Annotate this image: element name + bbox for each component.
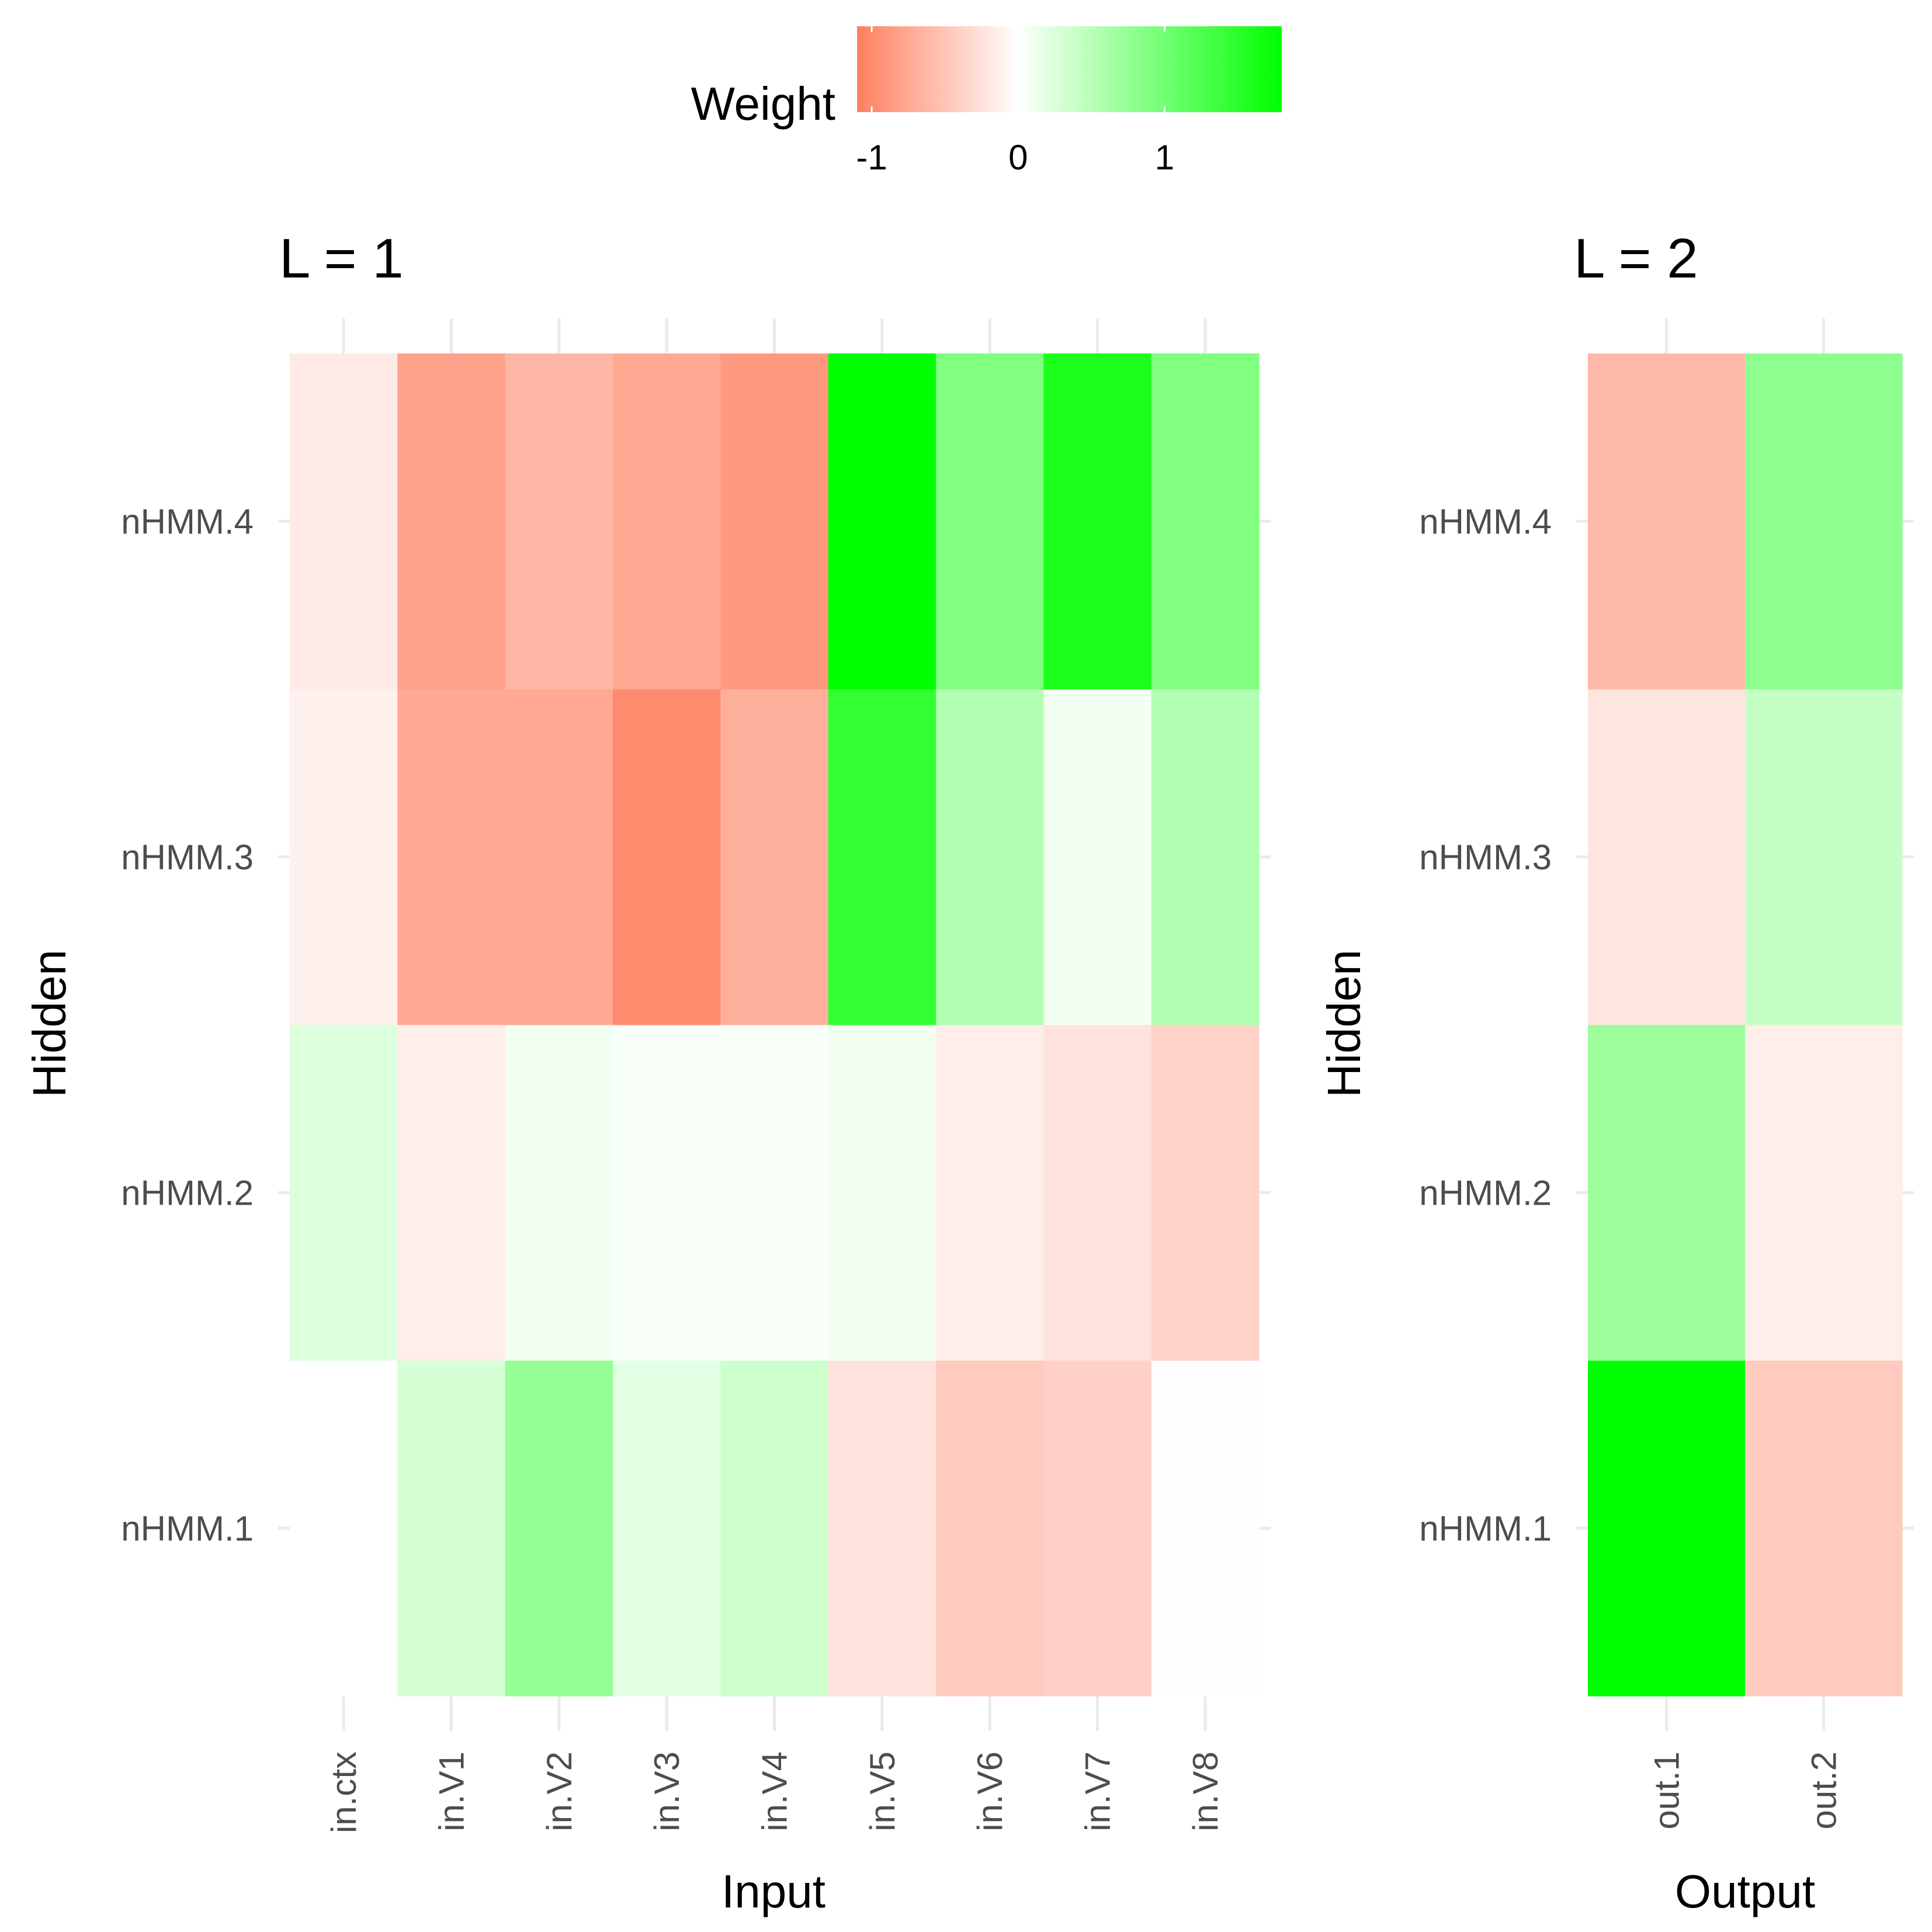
y-tick-label: nHMM.2: [121, 1173, 254, 1212]
heatmap-cell: [936, 1025, 1044, 1361]
heatmap-cells: [1588, 353, 1903, 1697]
y-tick-label: nHMM.1: [121, 1509, 254, 1548]
heatmap-cell: [720, 353, 829, 690]
y-tick-label: nHMM.4: [1419, 502, 1552, 541]
x-tick-label: in.V1: [432, 1751, 471, 1832]
x-tick-label: in.V8: [1186, 1751, 1225, 1832]
heatmap-cell: [505, 1025, 613, 1361]
heatmap-cell: [290, 1360, 398, 1697]
heatmap-cell: [1588, 1025, 1746, 1361]
heatmap-cell: [1043, 1025, 1152, 1361]
y-tick-label: nHMM.3: [121, 838, 254, 877]
legend-tick-label: 1: [1155, 138, 1174, 177]
x-tick-label: in.V2: [540, 1751, 579, 1832]
heatmap-cell: [1745, 689, 1903, 1025]
heatmap-cell: [936, 689, 1044, 1025]
heatmap-cell: [290, 689, 398, 1025]
heatmap-cell: [720, 1360, 829, 1697]
x-tick-label: in.V5: [863, 1751, 902, 1832]
x-tick-label: in.V6: [970, 1751, 1010, 1832]
legend-tick-label: 0: [1008, 138, 1028, 177]
y-axis-title: Hidden: [23, 949, 75, 1098]
heatmap-cell: [290, 353, 398, 690]
x-axis-title: Input: [722, 1865, 825, 1917]
x-tick-labels: in.ctx in.V1 in.V2 in.V3 in.V4 in.V5 in.V6 in.V…: [324, 1751, 1225, 1833]
x-tick-label: in.V7: [1078, 1751, 1118, 1832]
heatmap-cell: [613, 353, 721, 690]
heatmap-cell: [1745, 353, 1903, 690]
x-tick-label: out.1: [1647, 1751, 1687, 1829]
heatmap-cell: [1151, 1360, 1260, 1697]
heatmap-cell: [720, 689, 829, 1025]
legend-tick-label: -1: [856, 138, 887, 177]
heatmap-cell: [1043, 1360, 1152, 1697]
heatmap-cell: [720, 1025, 829, 1361]
heatmap-cell: [1151, 1025, 1260, 1361]
x-tick-label: in.ctx: [324, 1751, 363, 1833]
x-tick-label: out.2: [1805, 1751, 1844, 1829]
heatmap-cell: [397, 689, 506, 1025]
heatmap-cell: [397, 1360, 506, 1697]
heatmap-cell: [1588, 1360, 1746, 1697]
panel-title: L = 2: [1574, 227, 1698, 290]
heatmap-cell: [505, 689, 613, 1025]
heatmap-cell: [1151, 689, 1260, 1025]
heatmap-cell: [397, 1025, 506, 1361]
heatmap-cell: [936, 353, 1044, 690]
heatmap-cell: [505, 353, 613, 690]
x-tick-label: in.V4: [755, 1751, 795, 1832]
x-tick-labels: out.1 out.2: [1647, 1751, 1844, 1829]
legend-title: Weight: [691, 78, 835, 130]
heatmap-cell: [936, 1360, 1044, 1697]
heatmap-cell: [1043, 689, 1152, 1025]
y-tick-label: nHMM.1: [1419, 1509, 1552, 1548]
heatmap-cell: [828, 353, 936, 690]
heatmap-cells: [290, 353, 1260, 1697]
color-legend: Weight -1 0 1: [691, 26, 1282, 177]
heatmap-cell: [828, 1025, 936, 1361]
heatmap-cell: [397, 353, 506, 690]
heatmap-cell: [613, 1025, 721, 1361]
legend-ticks: -1 0 1: [856, 26, 1174, 177]
legend-colorbar: [857, 26, 1282, 112]
heatmap-cell: [613, 689, 721, 1025]
heatmap-cell: [613, 1360, 721, 1697]
x-axis-title: Output: [1675, 1865, 1815, 1917]
y-tick-labels: nHMM.1 nHMM.2 nHMM.3 nHMM.4: [121, 502, 254, 1548]
y-tick-label: nHMM.2: [1419, 1173, 1552, 1212]
heatmap-cell: [1745, 1360, 1903, 1697]
y-tick-label: nHMM.4: [121, 502, 254, 541]
heatmap-cell: [1151, 353, 1260, 690]
heatmap-cell: [1745, 1025, 1903, 1361]
heatmap-cell: [1588, 353, 1746, 690]
y-axis-title: Hidden: [1318, 949, 1370, 1098]
heatmap-cell: [1043, 353, 1152, 690]
heatmap-cell: [1588, 689, 1746, 1025]
y-tick-labels: nHMM.1 nHMM.2 nHMM.3 nHMM.4: [1419, 502, 1552, 1548]
heatmap-cell: [828, 1360, 936, 1697]
panel-title: L = 1: [279, 227, 404, 290]
heatmap-cell: [505, 1360, 613, 1697]
x-tick-label: in.V3: [647, 1751, 686, 1832]
heatmap-cell: [828, 689, 936, 1025]
y-tick-label: nHMM.3: [1419, 838, 1552, 877]
heatmap-cell: [290, 1025, 398, 1361]
